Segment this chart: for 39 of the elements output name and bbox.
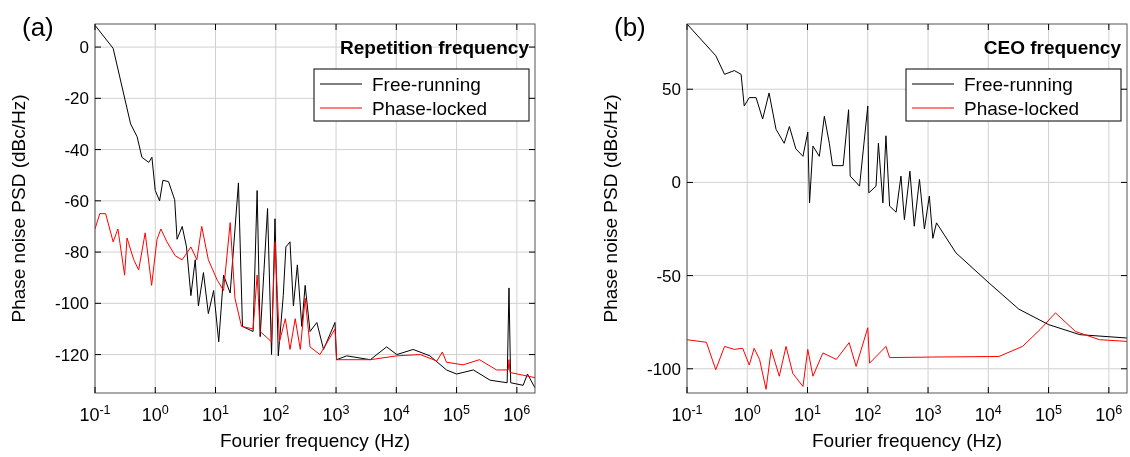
x-tick-label: 10$^{6}$ (1095, 403, 1123, 425)
x-tick-label: 10$^{4}$ (382, 403, 410, 425)
y-tick-label: -100 (54, 294, 89, 314)
y-tick-label: -100 (646, 359, 681, 379)
x-axis-title: Fourier frequency (Hz) (811, 430, 1003, 451)
x-tick-label: 10$^{5}$ (1035, 403, 1063, 425)
x-tick-label: 10$^{5}$ (443, 403, 471, 425)
y-tick-label: 0 (671, 173, 681, 193)
y-tick-label: -20 (64, 89, 89, 109)
x-tick-label: 10$^{1}$ (202, 403, 230, 425)
legend-label: Phase-locked (964, 98, 1080, 119)
x-axis-title: Fourier frequency (Hz) (219, 430, 411, 451)
legend-label: Phase-locked (372, 98, 488, 119)
y-tick-label: 0 (79, 38, 89, 58)
text: (b) (614, 12, 646, 42)
x-tick-label: 10$^{2}$ (854, 403, 882, 425)
y-axis-title: Phase noise PSD (dBc/Hz) (600, 94, 621, 323)
x-tick-label: 10$^{0}$ (141, 403, 169, 425)
x-tick-label: 10$^{0}$ (733, 403, 761, 425)
x-tick-label: 10$^{-1}$ (79, 403, 111, 425)
legend-label: Free-running (964, 74, 1073, 95)
x-tick-label: 10$^{4}$ (974, 403, 1002, 425)
y-tick-label: -50 (656, 266, 681, 286)
x-tick-label: 10$^{2}$ (262, 403, 290, 425)
x-tick-label: 10$^{1}$ (794, 403, 822, 425)
y-axis-title: Phase noise PSD (dBc/Hz) (8, 94, 29, 323)
text: Repetition frequency (340, 37, 530, 58)
y-tick-label: 50 (662, 80, 681, 100)
y-tick-label: -40 (64, 140, 89, 160)
text: (a) (22, 12, 54, 42)
y-tick-label: -80 (64, 243, 89, 263)
legend-label: Free-running (372, 74, 481, 95)
x-tick-label: 10$^{6}$ (503, 403, 531, 425)
x-tick-label: 10$^{-1}$ (671, 403, 703, 425)
x-tick-label: 10$^{3}$ (322, 403, 350, 425)
y-tick-label: -120 (54, 345, 89, 365)
y-tick-label: -60 (64, 191, 89, 211)
text: CEO frequency (983, 37, 1122, 58)
x-tick-label: 10$^{3}$ (914, 403, 942, 425)
